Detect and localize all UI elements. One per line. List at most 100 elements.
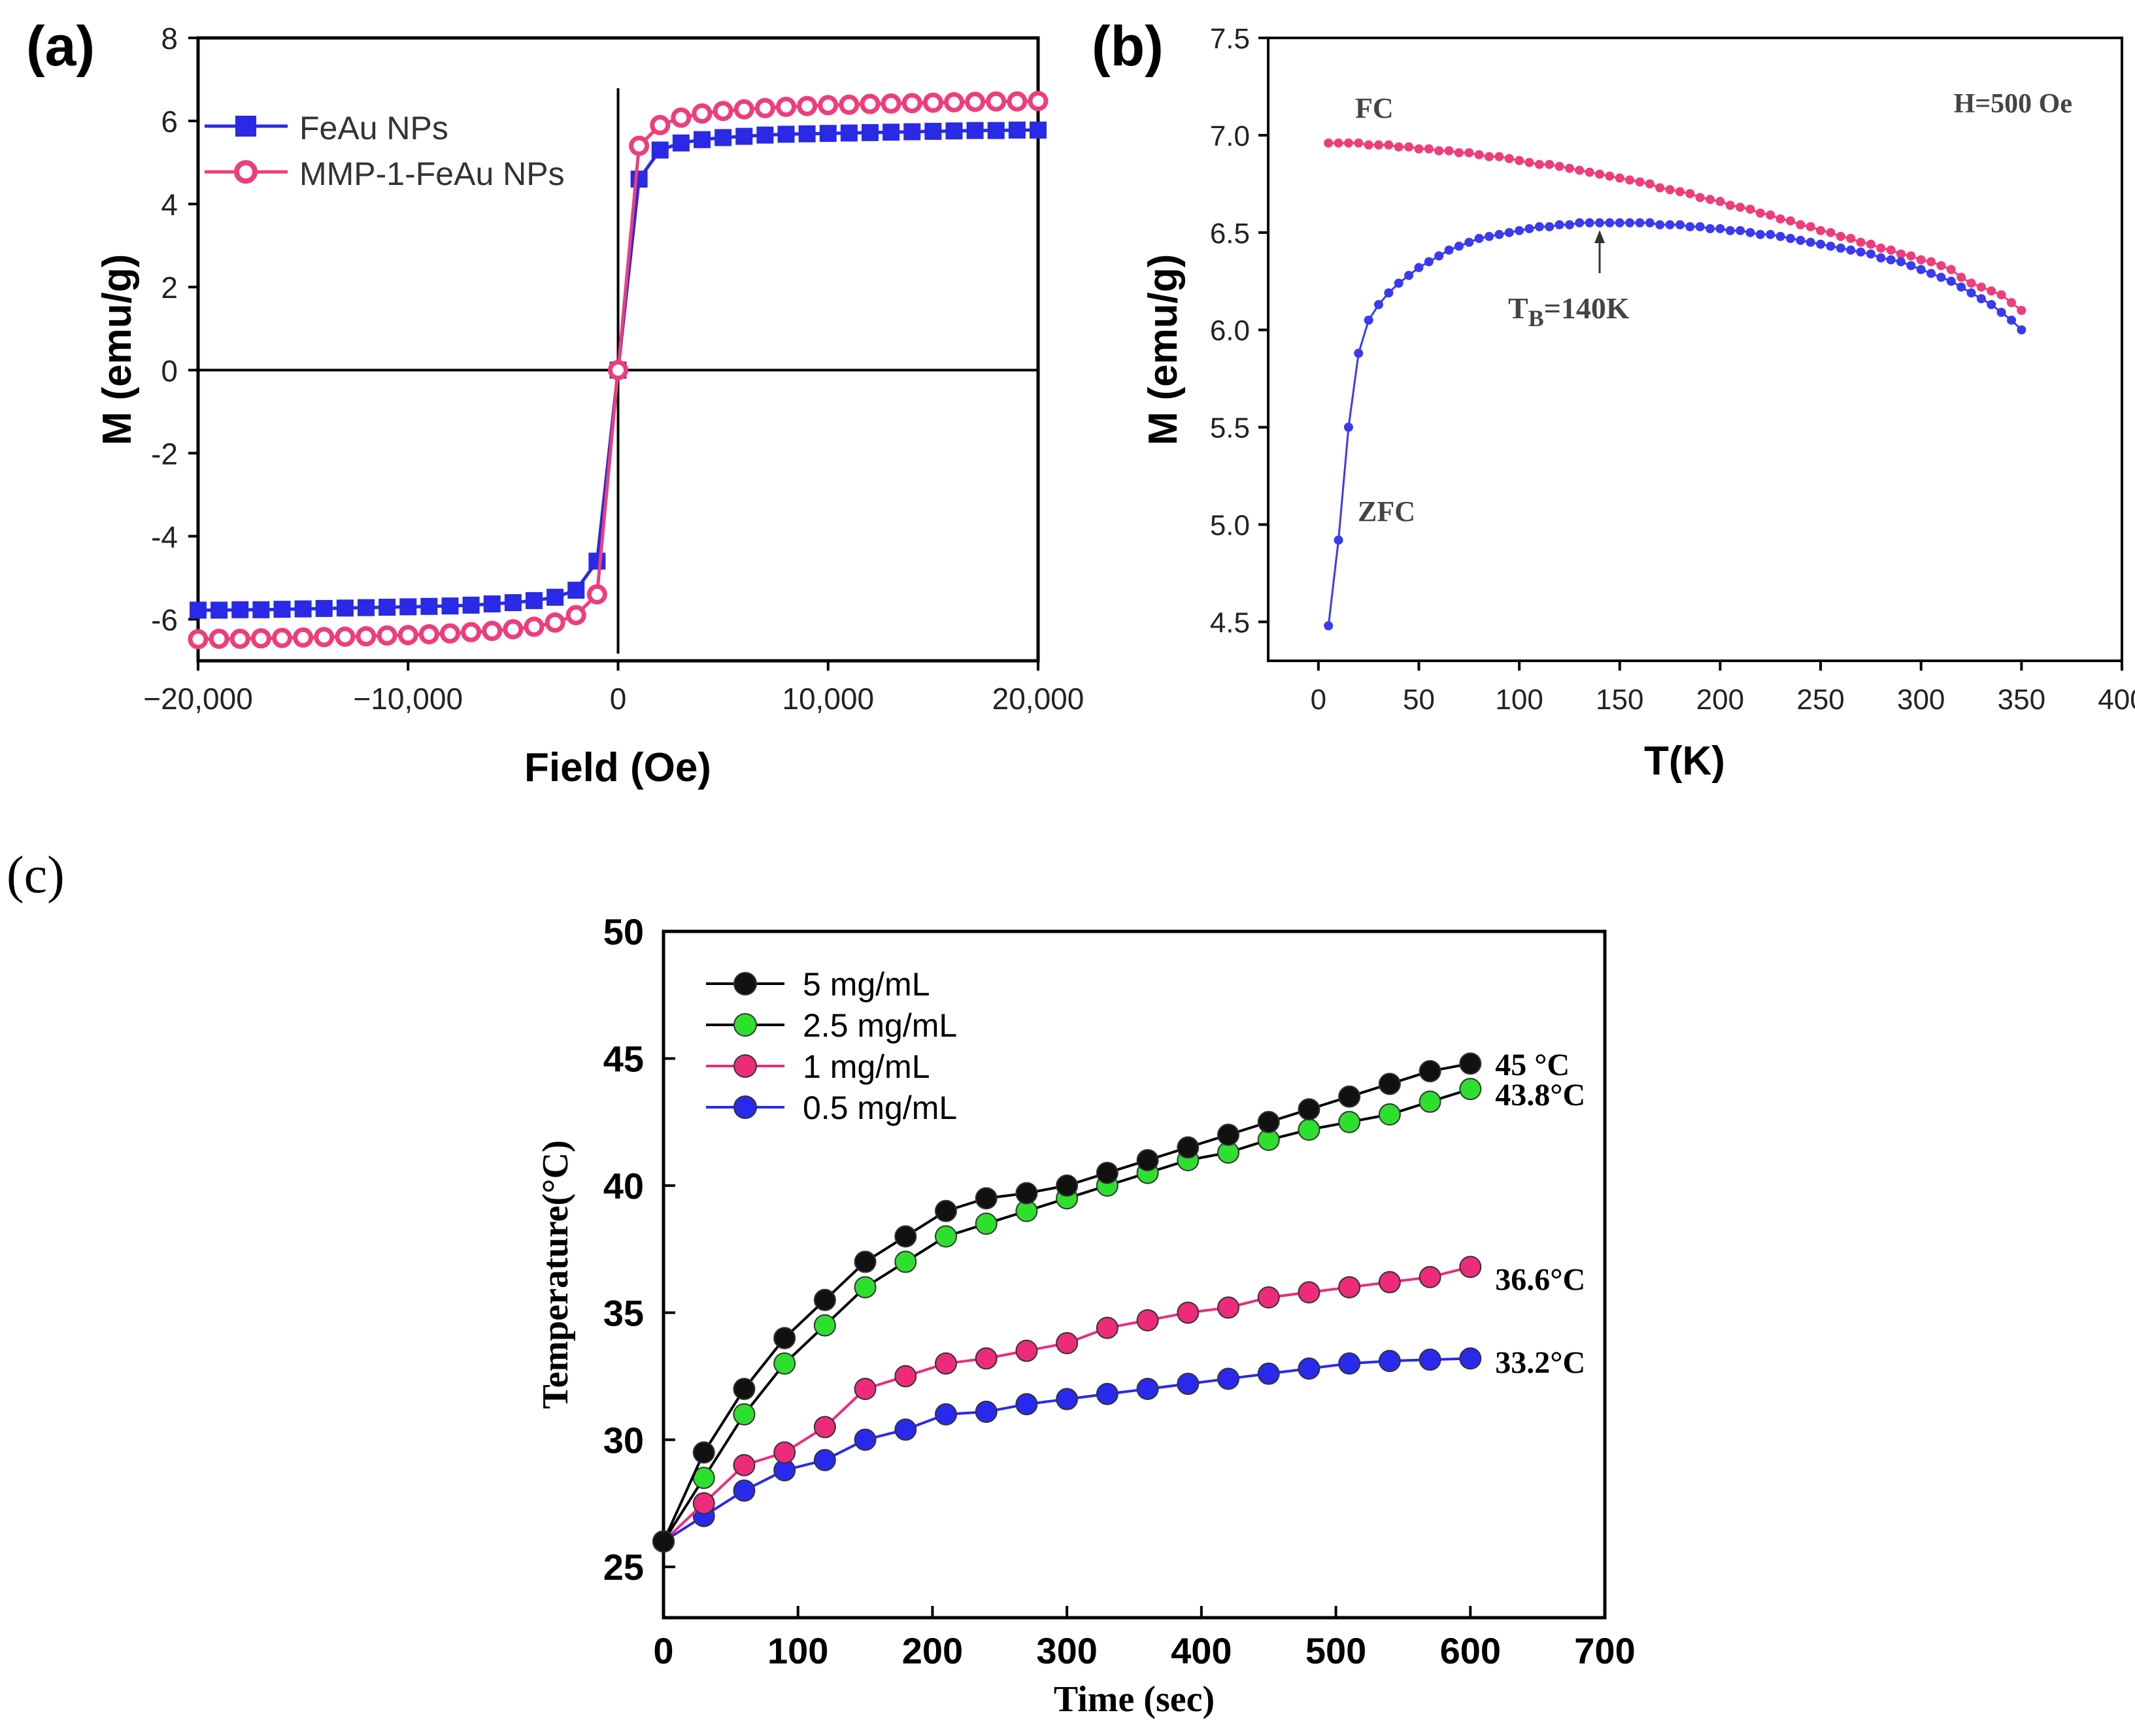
panel-c-point-2-5-mg-ml [1419, 1090, 1441, 1113]
panel-b-point-zfc [1936, 273, 1946, 282]
panel-b-point-fc [1384, 140, 1394, 150]
panel-a-point-mmp-1-feau-nps [250, 628, 271, 649]
panel-b-point-zfc [1946, 276, 1956, 286]
panel-b-point-fc [1766, 210, 1775, 220]
panel-b-x-tick-label: 400 [2098, 684, 2135, 716]
panel-a-point-mmp-1-feau-nps [608, 359, 628, 380]
panel-b-point-fc [1555, 161, 1564, 171]
panel-b-x-tick-label: 100 [1495, 684, 1543, 716]
panel-b-point-fc [1404, 142, 1414, 152]
panel-c-point-0-5-mg-ml [733, 1479, 756, 1502]
panel-a-y-tick-label: 2 [161, 271, 178, 305]
panel-a-y-tick-label: 6 [161, 105, 178, 139]
panel-b-point-zfc [1555, 220, 1564, 229]
legend-label-1-mg-ml: 1 mg/mL [803, 1048, 930, 1085]
panel-a-point-mmp-1-feau-nps [482, 620, 503, 641]
panel-b-point-fc [1414, 144, 1424, 154]
panel-b-point-zfc [1625, 218, 1635, 227]
panel-a-point-mmp-1-feau-nps [818, 95, 839, 116]
panel-b-point-fc [1946, 265, 1956, 275]
panel-c-series [652, 1052, 1482, 1553]
panel-a-point-feau-nps [358, 599, 375, 616]
panel-a-point-feau-nps [651, 141, 669, 159]
panel-a-point-feau-nps [210, 601, 228, 619]
panel-a-x-tick-labels: −20,000 −10,000 0 10,000 20,000 [143, 682, 1084, 716]
panel-a-point-feau-nps [862, 124, 879, 141]
panel-c-point-5-mg-ml [1096, 1161, 1118, 1184]
panel-a-point-feau-nps [336, 599, 354, 617]
panel-a-point-feau-nps [924, 122, 942, 140]
panel-a-point-mmp-1-feau-nps [397, 625, 418, 646]
tb-subscript: B [1528, 305, 1544, 331]
panel-a-point-mmp-1-feau-nps [671, 107, 692, 128]
zfc-annotation: ZFC [1358, 495, 1415, 527]
panel-b-point-zfc [1615, 218, 1624, 227]
panel-a-point-mmp-1-feau-nps [293, 627, 314, 648]
panel-a-point-mmp-1-feau-nps [461, 622, 482, 643]
panel-b-y-tick-label: 6.5 [1210, 218, 1250, 250]
panel-b-point-fc [1957, 273, 1966, 282]
panel-c-point-5-mg-ml [1338, 1085, 1361, 1108]
panel-c-x-tick-label: 700 [1574, 1630, 1635, 1671]
panel-c-point-5-mg-ml [1136, 1149, 1159, 1171]
panel-b-point-fc [1585, 167, 1594, 177]
panel-c-point-1-mg-ml [1378, 1271, 1401, 1294]
legend-label-feau: FeAu NPs [299, 110, 448, 146]
panel-b-point-zfc [1755, 229, 1765, 239]
panel-c-point-0-5-mg-ml [975, 1401, 998, 1423]
panel-c-y-tick-label: 35 [603, 1292, 644, 1333]
panel-c-point-1-mg-ml [1257, 1286, 1280, 1309]
panel-a-point-mmp-1-feau-nps [440, 623, 460, 644]
field-annotation: H=500 Oe [1954, 89, 2072, 119]
panel-b-point-fc [1725, 201, 1735, 210]
panel-c-point-2-5-mg-ml [1338, 1110, 1361, 1133]
panel-a-point-mmp-1-feau-nps [418, 624, 439, 644]
panel-b-point-fc [1966, 278, 1976, 288]
panel-b-series [1324, 138, 2026, 631]
panel-b-point-zfc [1524, 224, 1534, 233]
panel-c-point-5-mg-ml [894, 1225, 917, 1248]
panel-b-point-zfc [1826, 241, 1836, 251]
panel-b-y-tick-label: 5.5 [1210, 412, 1250, 444]
panel-b-y-tick-label: 5.0 [1210, 510, 1250, 542]
panel-b-point-fc [1645, 179, 1655, 189]
fc-annotation: FC [1355, 92, 1394, 124]
panel-b-point-zfc [1343, 422, 1353, 432]
panel-b-point-zfc [1996, 307, 2006, 317]
panel-b-point-zfc [1655, 220, 1665, 229]
panel-b-point-zfc [1324, 621, 1334, 631]
panel-c-point-0-5-mg-ml [1419, 1348, 1441, 1371]
panel-b-point-fc [1595, 169, 1605, 179]
panel-b-y-tick-label: 7.5 [1210, 23, 1250, 55]
panel-label-b: (b) [1092, 15, 1164, 78]
panel-c-point-5-mg-ml [854, 1250, 877, 1273]
panel-b-point-zfc [1766, 229, 1775, 239]
panel-c-point-2-5-mg-ml [1378, 1103, 1401, 1126]
panel-b-point-fc [1675, 187, 1685, 197]
panel-b-point-zfc [1876, 253, 1886, 263]
panel-b-point-zfc [1575, 218, 1585, 227]
panel-b-point-zfc [1725, 225, 1735, 235]
panel-b-point-zfc [1916, 265, 1926, 275]
panel-b-point-fc [1464, 148, 1474, 158]
panel-c-point-0-5-mg-ml [1177, 1373, 1200, 1395]
panel-a-y-tick-label: 8 [161, 22, 178, 56]
panel-b-y-axis-label: M (emu/g) [1141, 254, 1186, 446]
panel-b-point-fc [1916, 255, 1926, 265]
panel-a-y-tick-label: 4 [161, 188, 178, 222]
panel-a-point-feau-nps [378, 599, 396, 616]
panel-a-x-tick-label: −10,000 [353, 682, 463, 716]
panel-a-x-tick-label: 0 [610, 682, 627, 716]
end-label-0-5-mg-ml: 33.2°C [1495, 1345, 1585, 1380]
panel-b-point-zfc [1896, 257, 1906, 267]
panel-a-point-mmp-1-feau-nps [524, 616, 545, 637]
panel-a-y-tick-label: -2 [151, 437, 178, 471]
panel-b-point-fc [1926, 257, 1936, 267]
panel-a-y-tick-labels: -6 -4 -2 0 2 4 6 8 [151, 22, 178, 637]
panel-c-point-5-mg-ml [1217, 1124, 1239, 1146]
panel-b-point-fc [1846, 233, 1856, 243]
panel-b-y-tick-labels: 4.5 5.0 5.5 6.0 6.5 7.0 7.5 [1210, 23, 1250, 639]
panel-c-point-2-5-mg-ml [975, 1212, 998, 1235]
panel-c-x-axis-label: Time (sec) [1054, 1679, 1215, 1720]
